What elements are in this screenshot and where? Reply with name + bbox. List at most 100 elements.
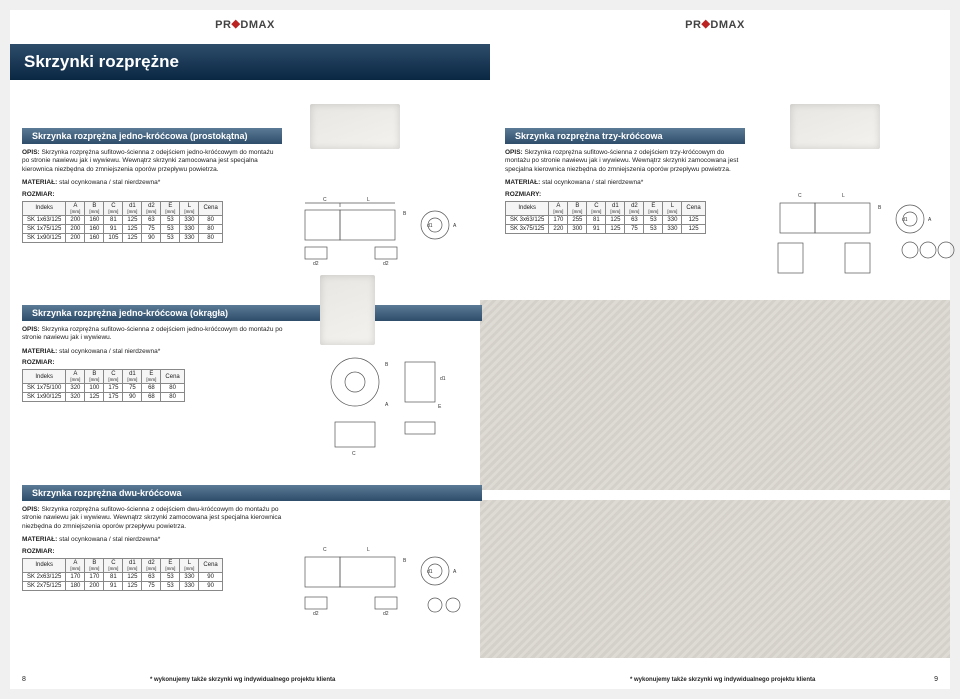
table-cell: SK 1x90/125 <box>23 233 66 242</box>
svg-text:B: B <box>878 205 882 211</box>
table-cell: 68 <box>142 384 161 393</box>
table-header: E[mm] <box>142 370 161 384</box>
section-1-material: MATERIAŁ: stal ocynkowana / stal nierdze… <box>22 179 282 187</box>
section-1-diagram: C L B A d1 d2 d2 <box>295 185 475 275</box>
table-row: SK 3x75/125220300911257553330125 <box>506 224 706 233</box>
table-cell: 300 <box>568 224 587 233</box>
table-cell: 200 <box>66 233 85 242</box>
table-cell: 160 <box>85 224 104 233</box>
table-header: C[mm] <box>104 370 123 384</box>
table-cell: 200 <box>85 581 104 590</box>
table-cell: 330 <box>180 215 199 224</box>
table-header: E[mm] <box>161 201 180 215</box>
table-header: L[mm] <box>663 201 682 215</box>
section-3-table: IndeksA[mm]B[mm]C[mm]d1[mm]E[mm]CenaSK 1… <box>22 369 185 402</box>
table-cell: 330 <box>180 233 199 242</box>
table-cell: 75 <box>123 384 142 393</box>
svg-text:C: C <box>352 451 356 457</box>
table-header: Cena <box>682 201 705 215</box>
table-cell: 90 <box>142 233 161 242</box>
table-cell: 170 <box>66 572 85 581</box>
table-header: d1[mm] <box>123 201 142 215</box>
section-2-rozmiar: ROZMIARY: <box>505 191 745 198</box>
table-cell: 81 <box>587 215 606 224</box>
table-cell: SK 3x75/125 <box>506 224 549 233</box>
table-cell: 53 <box>644 224 663 233</box>
table-header: L[mm] <box>180 201 199 215</box>
table-cell: 175 <box>104 393 123 402</box>
page-spread: PR◆DMAX PR◆DMAX Skrzynki rozprężne Skrzy… <box>10 10 950 689</box>
table-header: d1[mm] <box>123 370 142 384</box>
table-cell: 255 <box>568 215 587 224</box>
table-header: d1[mm] <box>123 558 142 572</box>
logo-row: PR◆DMAX PR◆DMAX <box>10 18 950 31</box>
section-3-desc: OPIS: Skrzynka rozprężna sufitowo-ścienn… <box>22 326 292 343</box>
table-cell: 220 <box>549 224 568 233</box>
table-header: C[mm] <box>587 201 606 215</box>
table-cell: 125 <box>123 581 142 590</box>
table-header: Indeks <box>23 370 66 384</box>
table-cell: 75 <box>625 224 644 233</box>
footnote-right: * wykonujemy także skrzynki wg indywidua… <box>630 677 815 683</box>
table-cell: 53 <box>161 224 180 233</box>
section-1-table: IndeksA[mm]B[mm]C[mm]d1[mm]d2[mm]E[mm]L[… <box>22 201 223 243</box>
table-cell: 160 <box>85 215 104 224</box>
table-cell: 330 <box>180 572 199 581</box>
table-cell: 80 <box>161 384 184 393</box>
svg-text:d1: d1 <box>440 376 446 382</box>
table-cell: 63 <box>625 215 644 224</box>
table-cell: 200 <box>66 215 85 224</box>
svg-text:d1: d1 <box>902 217 908 223</box>
svg-text:d2: d2 <box>383 261 389 267</box>
table-cell: 330 <box>180 224 199 233</box>
section-4-diagram: C L B A d1 d2 d2 <box>295 535 480 630</box>
table-cell: 125 <box>123 233 142 242</box>
table-cell: 125 <box>123 215 142 224</box>
table-header: Cena <box>199 201 222 215</box>
table-cell: 91 <box>104 581 123 590</box>
table-header: Cena <box>199 558 222 572</box>
background-image-flex-1 <box>480 300 950 490</box>
table-header: d2[mm] <box>142 558 161 572</box>
section-1: Skrzynka rozprężna jedno-króćcowa (prost… <box>22 128 282 243</box>
svg-text:d1: d1 <box>427 569 433 575</box>
table-cell: 125 <box>682 215 705 224</box>
table-cell: 91 <box>104 224 123 233</box>
table-cell: 170 <box>85 572 104 581</box>
svg-text:d2: d2 <box>313 611 319 617</box>
section-4-desc: OPIS: Skrzynka rozprężna sufitowo-ścienn… <box>22 506 292 531</box>
table-header: Indeks <box>506 201 549 215</box>
section-2-diagram: C L B A d1 <box>770 185 960 280</box>
section-4-table: IndeksA[mm]B[mm]C[mm]d1[mm]d2[mm]E[mm]L[… <box>22 558 223 591</box>
table-header: A[mm] <box>66 370 85 384</box>
brand-logo-left: PR◆DMAX <box>215 18 275 31</box>
table-row: SK 2x75/12518020091125755333090 <box>23 581 223 590</box>
svg-text:d2: d2 <box>383 611 389 617</box>
table-cell: SK 1x63/125 <box>23 215 66 224</box>
table-cell: 180 <box>66 581 85 590</box>
table-row: SK 3x63/125170255811256353330125 <box>506 215 706 224</box>
table-cell: 63 <box>142 215 161 224</box>
table-header: E[mm] <box>161 558 180 572</box>
table-cell: SK 1x90/125 <box>23 393 66 402</box>
table-header: C[mm] <box>104 201 123 215</box>
table-cell: 125 <box>606 224 625 233</box>
table-cell: 170 <box>549 215 568 224</box>
table-cell: 75 <box>142 224 161 233</box>
section-2-material: MATERIAŁ: stal ocynkowana / stal nierdze… <box>505 179 745 187</box>
section-4-title: Skrzynka rozprężna dwu-króćcowa <box>22 485 482 501</box>
table-cell: 330 <box>663 224 682 233</box>
svg-text:L: L <box>842 193 845 199</box>
page-title-bar: Skrzynki rozprężne <box>10 44 490 80</box>
table-cell: 125 <box>606 215 625 224</box>
table-header: Indeks <box>23 201 66 215</box>
table-header: C[mm] <box>104 558 123 572</box>
section-2-table: IndeksA[mm]B[mm]C[mm]d1[mm]d2[mm]E[mm]L[… <box>505 201 706 234</box>
section-2: Skrzynka rozprężna trzy-króćcowa OPIS: S… <box>505 128 745 234</box>
table-header: A[mm] <box>66 558 85 572</box>
svg-text:A: A <box>385 402 389 408</box>
page-number-left: 8 <box>22 676 26 683</box>
footnote-left: * wykonujemy także skrzynki wg indywidua… <box>150 677 335 683</box>
svg-text:A: A <box>453 223 457 229</box>
svg-text:C: C <box>323 547 327 553</box>
